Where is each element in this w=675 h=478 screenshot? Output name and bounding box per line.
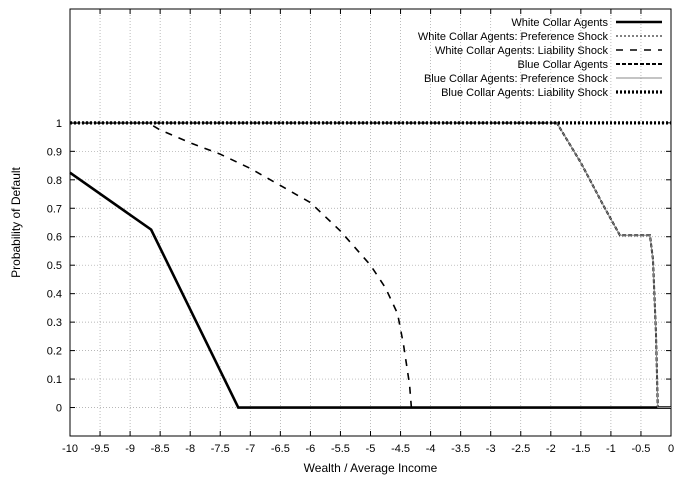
x-tick-label: -5.5 bbox=[331, 443, 350, 455]
series-line-3 bbox=[70, 122, 413, 408]
x-tick-label: -6 bbox=[306, 443, 316, 455]
y-tick-label: 0.3 bbox=[47, 317, 62, 329]
x-tick-label: -7.5 bbox=[211, 443, 230, 455]
legend-label: White Collar Agents: Liability Shock bbox=[435, 45, 609, 57]
y-tick-label: 0.5 bbox=[47, 260, 62, 272]
legend-label: Blue Collar Agents bbox=[518, 59, 609, 71]
x-tick-label: -7 bbox=[245, 443, 255, 455]
y-tick-label: 0.7 bbox=[47, 203, 62, 215]
x-tick-label: -2 bbox=[546, 443, 556, 455]
x-tick-label: -4 bbox=[426, 443, 436, 455]
series-line-5 bbox=[70, 122, 671, 409]
y-tick-label: 0 bbox=[56, 403, 62, 415]
x-tick-label: -4.5 bbox=[391, 443, 410, 455]
y-tick-label: 0.4 bbox=[47, 289, 62, 301]
x-axis-title: Wealth / Average Income bbox=[304, 461, 438, 475]
y-axis-title: Probability of Default bbox=[9, 166, 23, 277]
x-tick-label: -3 bbox=[486, 443, 496, 455]
legend-label: White Collar Agents bbox=[511, 17, 608, 29]
y-tick-label: 0.8 bbox=[47, 175, 62, 187]
series-lines bbox=[69, 121, 671, 409]
x-tick-label: -9.5 bbox=[91, 443, 110, 455]
x-tick-label: -6.5 bbox=[271, 443, 290, 455]
y-tick-label: 0.9 bbox=[47, 146, 62, 158]
legend: White Collar Agents White Collar Agents: … bbox=[418, 17, 662, 99]
y-tick-label: 0.6 bbox=[47, 232, 62, 244]
x-tick-label: -2.5 bbox=[511, 443, 530, 455]
legend-label: Blue Collar Agents: Liability Shock bbox=[441, 87, 608, 99]
x-tick-label: 0 bbox=[668, 443, 674, 455]
x-tick-label: -1 bbox=[606, 443, 616, 455]
x-tick-label: -8.5 bbox=[151, 443, 170, 455]
x-tick-label: -0.5 bbox=[631, 443, 650, 455]
legend-label: White Collar Agents: Preference Shock bbox=[418, 31, 609, 43]
x-tick-label: -5 bbox=[366, 443, 376, 455]
series-line-1 bbox=[69, 171, 671, 409]
y-tick-label: 0.2 bbox=[47, 346, 62, 358]
legend-label: Blue Collar Agents: Preference Shock bbox=[424, 73, 609, 85]
axis-ticks: -10 -9.5 -9 -8.5 -8 -7.5 -7 -6.5 -6 -5.5 -5 -4.5 -4-… bbox=[47, 9, 674, 455]
y-tick-label: 0.1 bbox=[47, 374, 62, 386]
y-tick-label: 1 bbox=[56, 118, 62, 130]
x-tick-label: -1.5 bbox=[571, 443, 590, 455]
x-tick-label: -9 bbox=[125, 443, 135, 455]
x-tick-label: -3.5 bbox=[451, 443, 470, 455]
x-tick-label: -10 bbox=[62, 443, 78, 455]
x-tick-label: -8 bbox=[185, 443, 195, 455]
